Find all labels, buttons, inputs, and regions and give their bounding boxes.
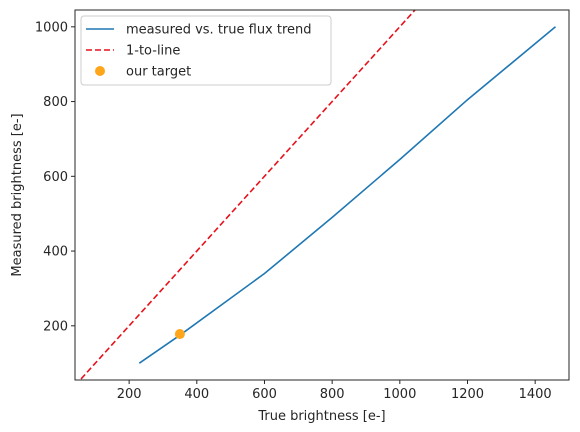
y-tick-label: 400 (43, 245, 68, 260)
x-tick-label: 1000 (383, 387, 416, 402)
x-tick-label: 800 (320, 387, 345, 402)
legend-label: 1-to-line (126, 44, 180, 59)
y-tick-label: 800 (43, 95, 68, 110)
x-tick-label: 600 (252, 387, 277, 402)
x-tick-label: 1400 (519, 387, 552, 402)
legend-swatch (95, 66, 105, 76)
identity-line (78, 10, 416, 380)
x-tick-label: 1200 (451, 387, 484, 402)
x-tick-label: 200 (117, 387, 142, 402)
y-axis-label: Measured brightness [e-] (10, 113, 25, 276)
y-tick-label: 1000 (35, 20, 68, 35)
plot-frame (74, 9, 570, 381)
legend-label: our target (126, 65, 191, 80)
y-tick-label: 200 (43, 319, 68, 334)
x-axis-label: True brightness [e-] (257, 409, 385, 424)
legend-frame (80, 15, 332, 86)
legend: measured vs. true flux trend 1-to-line our… (80, 15, 332, 86)
x-tick-label: 400 (184, 387, 209, 402)
y-tick-label: 600 (43, 170, 68, 185)
legend-label: measured vs. true flux trend (126, 23, 312, 38)
target-point (174, 329, 185, 340)
